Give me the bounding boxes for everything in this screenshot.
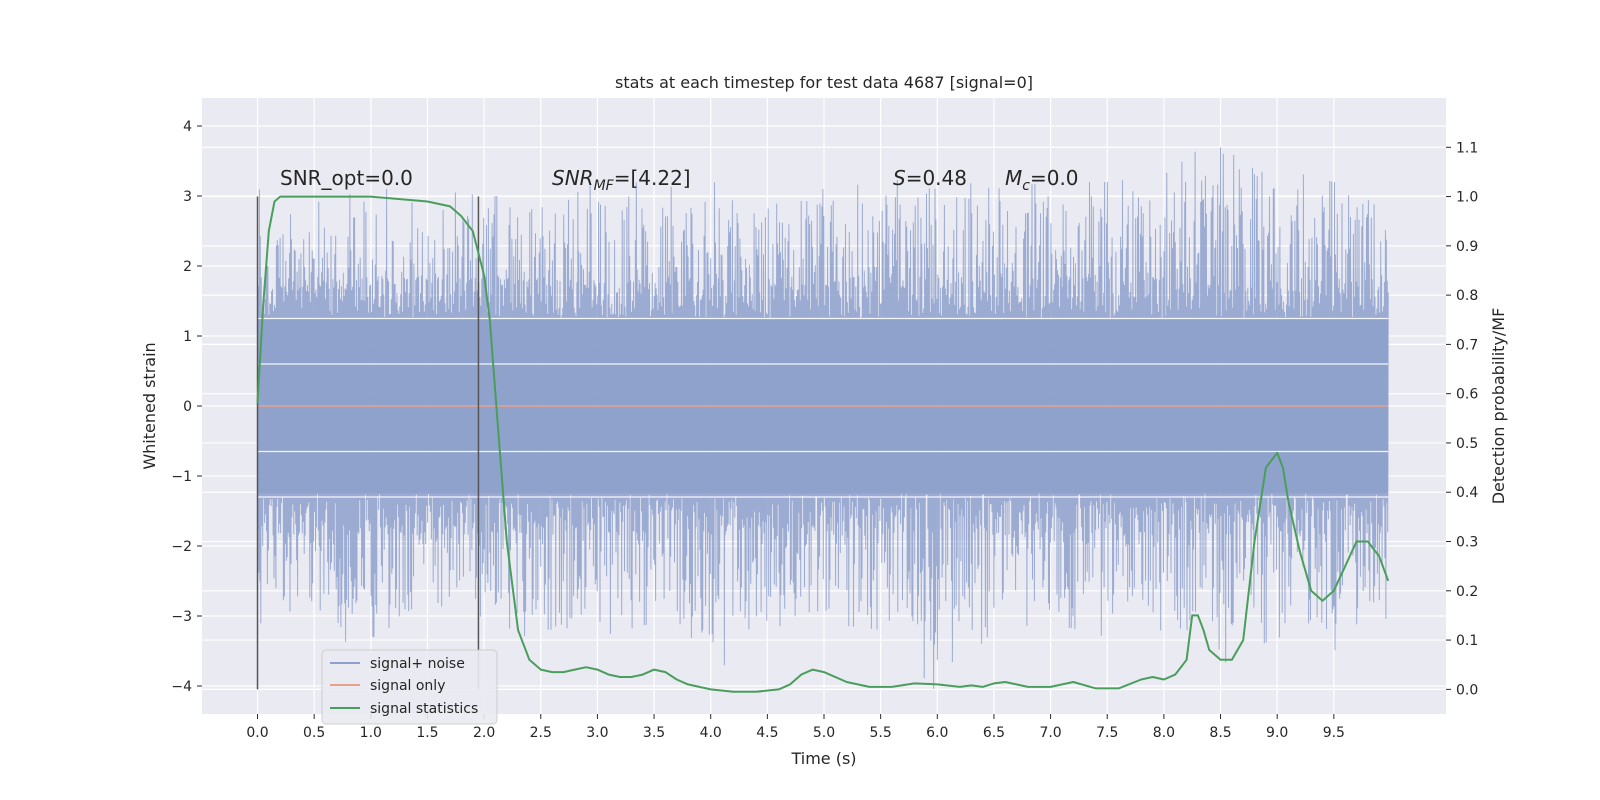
y2-tick-label: 0.9 [1456,239,1478,255]
x-tick-label: 4.5 [756,725,778,741]
x-tick-label: 2.5 [530,725,552,741]
y2-tick-label: 1.0 [1456,190,1478,206]
y-tick-label: 2 [183,259,192,275]
y2-tick-label: 0.5 [1456,436,1478,452]
annotation-s: S=0.48 [893,166,967,190]
legend: signal+ noise signal only signal statist… [321,649,498,725]
snr-mf-rest: =[4.22] [614,166,691,190]
annotation-snr-mf: SNRMF=[4.22] [552,166,691,194]
x-tick-label: 5.0 [813,725,835,741]
x-tick-label: 1.5 [416,725,438,741]
y-tick-label: −3 [171,609,192,625]
s-rest: =0.48 [906,166,967,190]
x-tick-label: 4.0 [700,725,722,741]
mc-sub: c [1022,178,1030,194]
chart-title: stats at each timestep for test data 468… [615,73,1033,92]
y2-axis-label: Detection probability/MF [1489,308,1508,505]
y-tick-label: 4 [183,119,192,135]
y2-tick-label: 0.0 [1456,682,1478,698]
x-tick-label: 9.0 [1266,725,1288,741]
x-tick-label: 8.5 [1209,725,1231,741]
y2-tick-label: 0.2 [1456,584,1478,600]
x-axis-label: Time (s) [790,749,856,768]
x-tick-label: 8.0 [1153,725,1175,741]
y-tick-label: 3 [183,189,192,205]
y2-tick-label: 1.1 [1456,140,1478,156]
legend-label-noise: signal+ noise [370,656,465,672]
annotation-snr-opt: SNR_opt=0.0 [280,166,413,190]
y-tick-label: −4 [171,679,192,695]
mc-main: M [1005,166,1022,190]
y-tick-label: 1 [183,329,192,345]
legend-label-signal: signal only [370,678,445,694]
y-tick-label: −2 [171,539,192,555]
x-tick-label: 9.5 [1323,725,1345,741]
x-tick-label: 5.5 [870,725,892,741]
y2-tick-label: 0.4 [1456,485,1478,501]
legend-box [321,649,498,725]
y-axis-label: Whitened strain [140,342,159,469]
x-tick-label: 3.5 [643,725,665,741]
x-tick-label: 7.5 [1096,725,1118,741]
x-tick-label: 0.5 [303,725,325,741]
noise-line [257,147,1389,689]
legend-label-statistics: signal statistics [370,701,478,717]
x-tick-label: 0.0 [246,725,268,741]
y2-tick-label: 0.1 [1456,633,1478,649]
x-tick-label: 7.0 [1039,725,1061,741]
x-tick-label: 2.0 [473,725,495,741]
signal-statistics-series [256,195,1390,693]
axis-ticks: 0.0 0.5 1.0 1.5 2.0 2.5 3.0 3.5 4.0 4.5 5.0 5.5 6.0 6… [171,119,1478,741]
x-tick-label: 1.0 [360,725,382,741]
annotation-mc: Mc=0.0 [1005,166,1079,194]
y-tick-label: −1 [171,469,192,485]
x-tick-label: 6.5 [983,725,1005,741]
mc-rest: =0.0 [1030,166,1079,190]
y-tick-label: 0 [183,399,192,415]
y2-tick-label: 0.3 [1456,535,1478,551]
y2-tick-label: 0.7 [1456,337,1478,353]
y2-tick-label: 0.6 [1456,387,1478,403]
y2-tick-label: 0.8 [1456,288,1478,304]
s-main: S [893,166,906,190]
x-tick-label: 3.0 [586,725,608,741]
signal-statistics-line [256,195,1390,693]
x-tick-label: 6.0 [926,725,948,741]
window-markers [256,196,480,690]
snr-mf-sub: MF [594,178,615,194]
snr-mf-main: SNR [552,166,594,190]
